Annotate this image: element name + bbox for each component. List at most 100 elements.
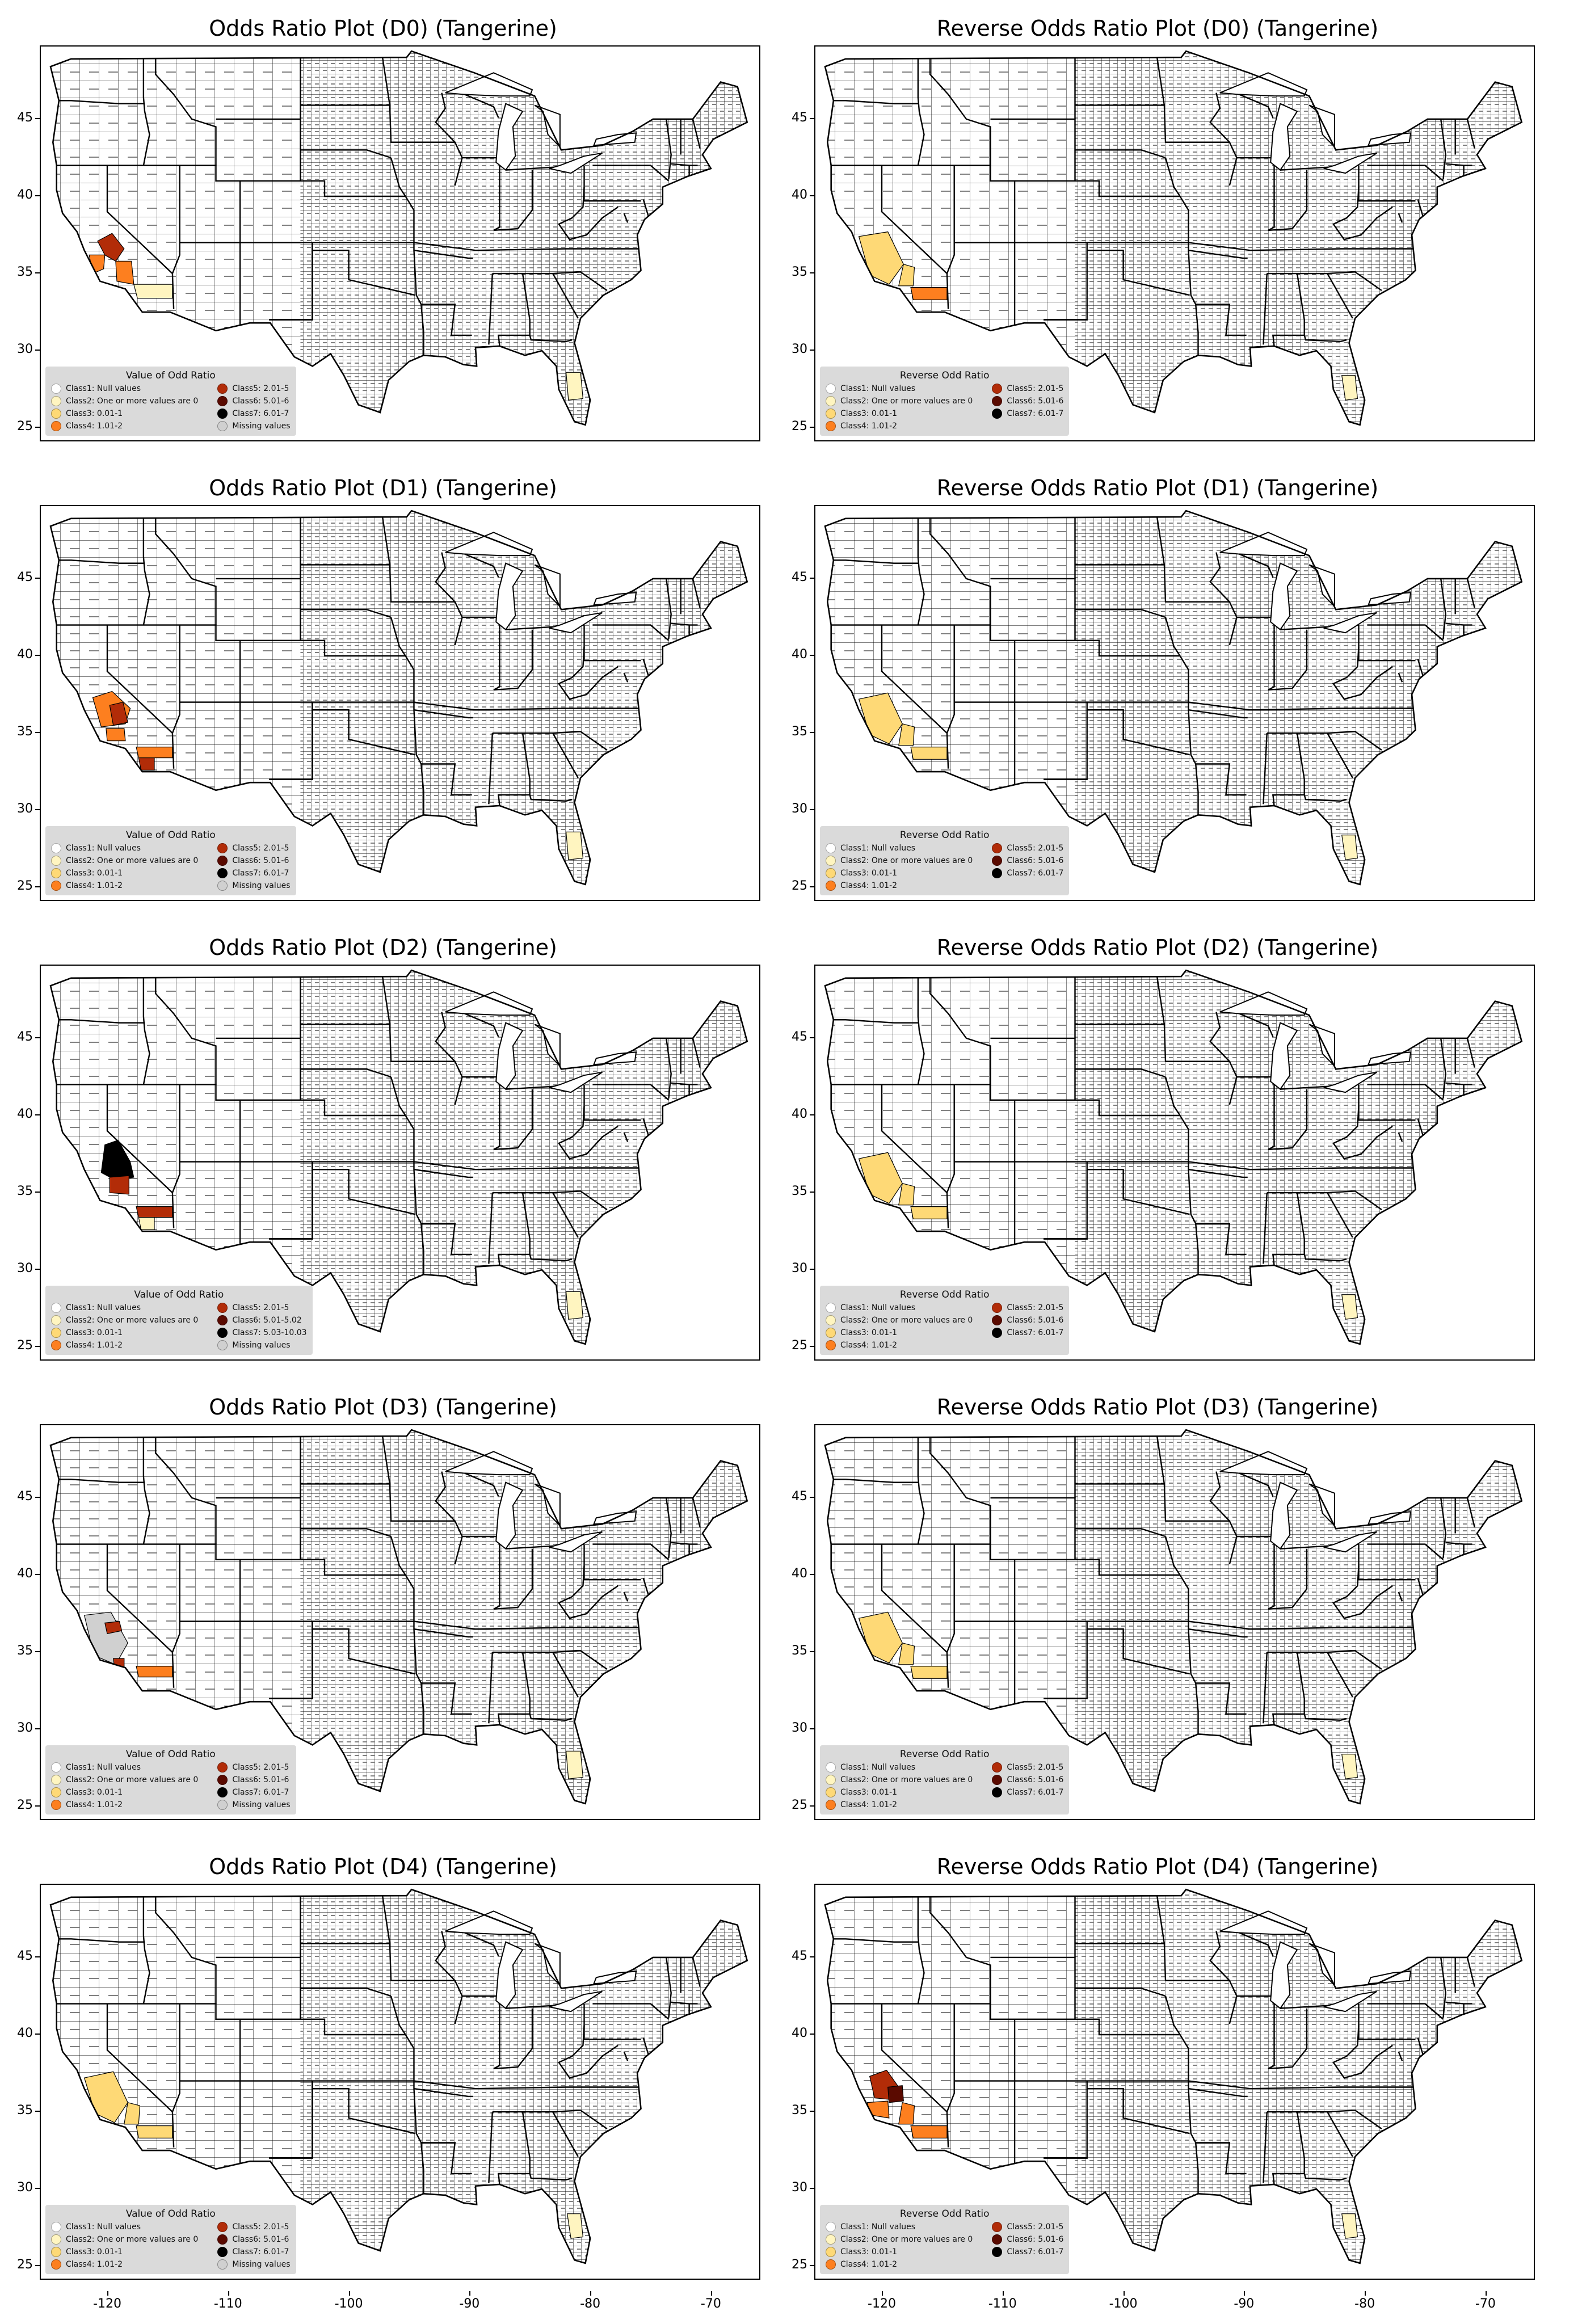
great-lake [445, 72, 533, 97]
state-boundary [269, 702, 313, 780]
legend-item: Class7: 5.03-10.03 [217, 1328, 307, 1338]
legend-item: Class4: 1.01-2 [826, 2259, 973, 2270]
state-boundary [381, 976, 500, 1078]
map-area: Reverse Odd Ratio Class1: Null values Clas… [814, 1424, 1535, 1820]
state-boundary [493, 2008, 500, 2069]
legend-swatch-icon [51, 421, 61, 431]
state-boundary [1044, 702, 1088, 780]
map-area: Reverse Odd Ratio Class1: Null values Clas… [814, 1884, 1535, 2280]
state-boundary [492, 1190, 608, 1210]
legend-label: Class4: 1.01-2 [66, 2260, 123, 2269]
state-boundary [106, 2003, 175, 2148]
great-lake [1219, 1910, 1308, 1935]
great-lake [445, 1910, 533, 1935]
state-boundary [488, 1193, 493, 1264]
state-boundary [154, 517, 217, 625]
legend-swatch-icon [51, 1303, 61, 1313]
panel-title: Odds Ratio Plot (D3) (Tangerine) [209, 1395, 557, 1420]
legend-swatch-icon [217, 421, 228, 431]
highlighted-county [1341, 835, 1358, 860]
state-boundary [493, 629, 500, 691]
y-tick-label: 30 [0, 342, 40, 356]
legend-item: Class2: One or more values are 0 [51, 396, 198, 406]
y-tick-label: 40 [0, 647, 40, 662]
state-boundary [1188, 250, 1248, 259]
great-lake [495, 103, 524, 171]
highlighted-county [109, 1175, 129, 1195]
legend-swatch-icon [51, 856, 61, 866]
y-tick-label: 40 [775, 1567, 814, 1581]
state-boundary [1267, 1650, 1382, 1670]
state-boundary [1440, 119, 1446, 180]
y-tick-label: 45 [775, 1949, 814, 1963]
y-tick-label: 35 [0, 1184, 40, 1198]
legend-label: Class3: 0.01-1 [840, 1788, 898, 1797]
state-boundary [300, 149, 392, 159]
legend-label: Missing values [232, 1341, 291, 1350]
highlighted-county [138, 1217, 155, 1230]
state-boundary [464, 1013, 499, 1037]
legend-item: Class5: 2.01-5 [992, 1303, 1063, 1313]
legend-label: Class7: 6.01-7 [1007, 869, 1064, 878]
state-boundary [464, 94, 499, 118]
us-outline [49, 50, 748, 426]
legend-label: Class5: 2.01-5 [1007, 1303, 1064, 1312]
us-outline [824, 50, 1523, 426]
state-boundary [666, 578, 672, 639]
state-boundary [421, 304, 472, 336]
legend-swatch-icon [992, 856, 1003, 866]
legend-swatch-icon [51, 2259, 61, 2270]
legend-label: Class2: One or more values are 0 [66, 2235, 199, 2244]
state-boundary [435, 1931, 456, 1981]
x-tick-label: -120 [93, 2291, 121, 2311]
state-boundary [529, 335, 573, 343]
state-boundary [1398, 213, 1403, 223]
us-county-map [49, 1888, 748, 2264]
legend-title: Reverse Odd Ratio [899, 370, 990, 381]
state-boundary [1268, 170, 1308, 231]
y-tick-label: 30 [0, 1261, 40, 1275]
state-boundary [557, 187, 619, 241]
x-tick-label: -110 [988, 2291, 1017, 2311]
state-boundary [1358, 165, 1416, 202]
state-boundary [692, 1497, 701, 1527]
y-tick-label: 25 [0, 419, 40, 433]
legend-swatch-icon [51, 2247, 61, 2257]
legend-label: Class6: 5.01-6 [232, 856, 289, 865]
state-boundary [954, 701, 1415, 711]
state-boundary [529, 2173, 573, 2181]
state-boundary [1268, 629, 1308, 691]
panel-title: Reverse Odds Ratio Plot (D0) (Tangerine) [936, 16, 1379, 41]
legend-label: Class3: 0.01-1 [66, 1788, 123, 1797]
legend-title: Reverse Odd Ratio [899, 1749, 990, 1760]
state-boundary [1332, 646, 1393, 700]
highlighted-county [898, 2102, 915, 2125]
legend-swatch-icon [51, 1762, 61, 1773]
y-tick-label: 30 [0, 2180, 40, 2195]
legend-label: Class1: Null values [66, 384, 141, 393]
state-boundary [1156, 976, 1274, 1078]
legend-item: Class7: 6.01-7 [217, 409, 290, 419]
state-boundary [1358, 2003, 1416, 2040]
legend-swatch-icon [51, 2222, 61, 2232]
state-boundary [1188, 2088, 1248, 2098]
y-tick-label: 25 [775, 1338, 814, 1353]
great-lake [1270, 1941, 1298, 2010]
state-boundary [390, 1536, 424, 1734]
us-outline [49, 969, 748, 1345]
legend-swatch-icon [992, 384, 1003, 394]
highlighted-county [1341, 1754, 1358, 1779]
legend-item: Class4: 1.01-2 [826, 881, 973, 891]
state-boundary [1209, 92, 1230, 143]
state-boundary [1272, 1192, 1305, 1266]
state-boundary [414, 250, 473, 259]
legend-item: Class1: Null values [826, 2222, 973, 2232]
state-boundary [269, 2081, 313, 2159]
highlighted-county [910, 747, 948, 760]
us-outline [824, 969, 1523, 1345]
legend-label: Class4: 1.01-2 [840, 2260, 898, 2269]
legend-swatch-icon [826, 1315, 836, 1325]
state-boundary [171, 2003, 180, 2112]
legend-swatch-icon [826, 2222, 836, 2232]
legend-item: Class7: 6.01-7 [217, 1787, 290, 1797]
